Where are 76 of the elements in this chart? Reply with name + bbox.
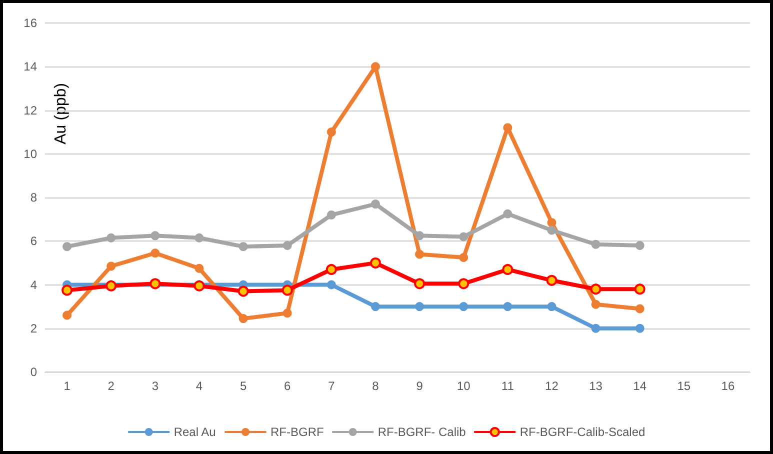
point: [326, 280, 336, 290]
point: [458, 278, 470, 290]
x-tick-label: 14: [633, 379, 647, 393]
legend-label: Real Au: [174, 425, 216, 439]
point: [503, 302, 512, 312]
x-tick-label: 12: [545, 379, 559, 393]
point: [238, 314, 248, 324]
y-tick-label: 2: [30, 321, 38, 336]
point: [503, 209, 512, 218]
point: [150, 248, 160, 258]
y-tick-label: 4: [30, 278, 38, 292]
point: [326, 264, 337, 275]
point: [194, 264, 204, 273]
point: [590, 284, 602, 295]
x-tick-label: 10: [456, 379, 471, 393]
x-tick-label: 7: [328, 379, 336, 393]
legend-label: RF-BGRF- Calib: [378, 425, 466, 439]
point: [370, 200, 380, 209]
point: [502, 264, 514, 275]
x-tick-label: 8: [372, 379, 380, 393]
point: [459, 232, 468, 242]
point: [546, 274, 558, 286]
y-tick-label: 0: [30, 365, 38, 379]
point: [635, 240, 644, 250]
x-tick-label: 11: [501, 379, 514, 393]
point: [415, 302, 424, 312]
legend-label: RF-BGRF-Calib-Scaled: [520, 425, 646, 439]
y-tick-label: 14: [24, 60, 38, 74]
point: [282, 240, 292, 250]
point: [591, 324, 600, 333]
point: [106, 262, 116, 271]
x-tick-label: 4: [196, 379, 203, 393]
point: [238, 286, 249, 297]
point: [415, 250, 424, 259]
x-tick-label: 16: [721, 379, 735, 393]
point: [238, 242, 248, 252]
x-tick-label: 9: [416, 379, 424, 393]
point: [547, 218, 556, 228]
point: [370, 62, 380, 72]
x-tick-label: 3: [152, 379, 159, 393]
point: [459, 252, 468, 262]
point: [194, 233, 204, 242]
x-tick-label: 1: [64, 379, 71, 393]
point: [415, 231, 424, 240]
y-tick-label: 12: [24, 103, 38, 118]
point: [282, 284, 293, 296]
point: [370, 302, 380, 312]
y-tick-label: 6: [30, 234, 38, 248]
point: [326, 128, 336, 137]
y-tick-label: 8: [30, 190, 38, 204]
x-tick-label: 5: [240, 379, 247, 393]
x-tick-label: 6: [284, 379, 291, 393]
point: [62, 242, 72, 252]
point: [591, 300, 600, 309]
y-tick-label: 16: [24, 16, 38, 30]
point: [459, 302, 468, 312]
y-axis-title: Au (ppb): [52, 82, 70, 144]
point: [635, 304, 644, 314]
point: [326, 210, 336, 220]
point: [591, 240, 600, 249]
x-tick-label: 2: [108, 379, 115, 393]
point: [370, 257, 381, 268]
point: [635, 324, 644, 333]
x-tick-label: 13: [589, 379, 603, 393]
point: [150, 231, 160, 240]
x-tick-label: 15: [677, 379, 691, 393]
y-tick-label: 10: [24, 146, 38, 161]
point: [282, 308, 292, 318]
point: [547, 302, 556, 312]
point: [634, 284, 646, 295]
legend-label: RF-BGRF: [270, 425, 324, 439]
point: [414, 278, 426, 290]
point: [547, 226, 556, 235]
point: [106, 233, 116, 242]
point: [62, 310, 72, 320]
point: [62, 284, 73, 296]
